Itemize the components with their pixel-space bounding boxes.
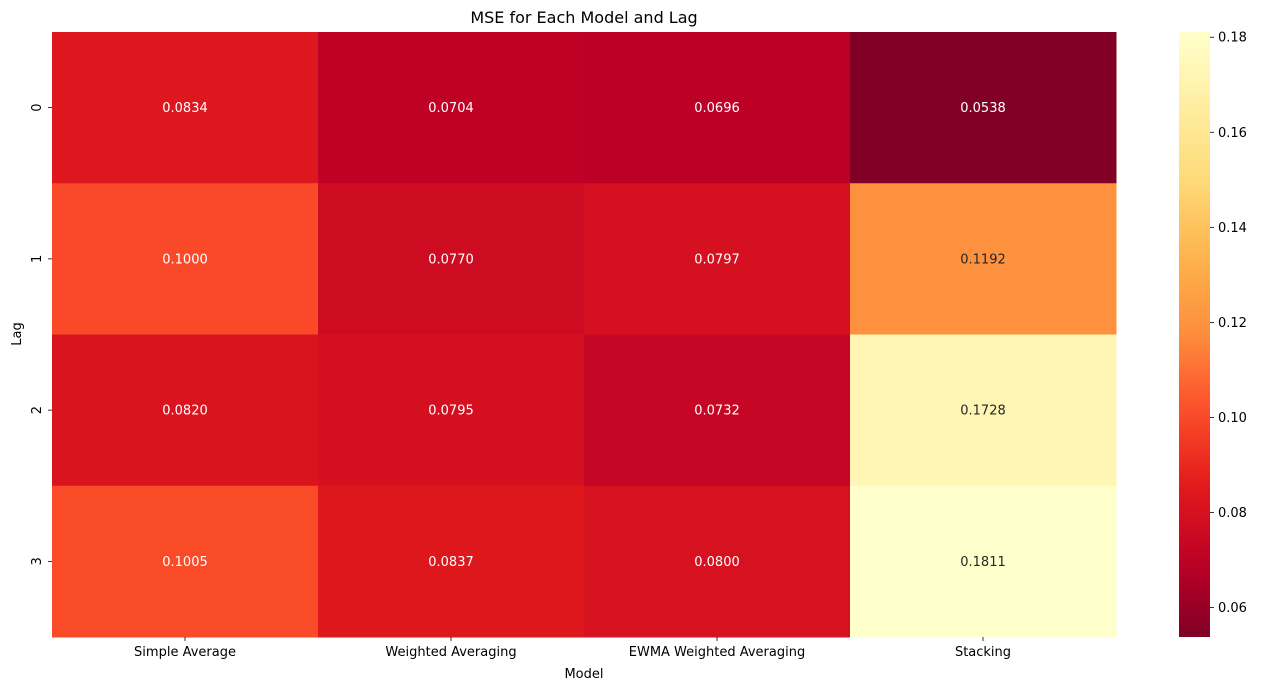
heatmap-cell (584, 32, 851, 184)
heatmap-cell (850, 334, 1117, 487)
colorbar-tick-label: 0.12 (1218, 316, 1247, 331)
colorbar-tick-label: 0.08 (1218, 506, 1247, 521)
cell-value-label: 0.0800 (694, 555, 740, 570)
heatmap-cell (52, 32, 319, 184)
cell-value-label: 0.0795 (428, 404, 474, 419)
heatmap-cell (584, 485, 851, 638)
cell-value-label: 0.0696 (694, 101, 740, 116)
cell-value-label: 0.0797 (694, 252, 740, 267)
cell-value-label: 0.0837 (428, 555, 474, 570)
cell-value-label: 0.0770 (428, 252, 474, 267)
heatmap-cell (850, 183, 1117, 335)
cell-value-label: 0.1728 (960, 404, 1006, 419)
chart-title: MSE for Each Model and Lag (470, 8, 697, 27)
x-tick-label: EWMA Weighted Averaging (629, 645, 805, 660)
heatmap-cell (318, 183, 585, 335)
colorbar-tick-label: 0.14 (1218, 221, 1247, 236)
cell-value-label: 0.0538 (960, 101, 1006, 116)
cell-value-label: 0.1005 (162, 555, 208, 570)
y-tick-label: 2 (30, 406, 45, 414)
x-axis-label: Model (564, 667, 603, 682)
x-tick-label: Simple Average (134, 645, 236, 660)
x-axis: Simple Average Weighted Averaging EWMA Wei… (134, 637, 1011, 660)
colorbar-tick-label: 0.06 (1218, 601, 1247, 616)
heatmap-cells: 0.0834 0.0704 0.0696 0.0538 0.1000 0.0770 0.07… (52, 32, 1117, 638)
heatmap-cell (52, 485, 319, 638)
heatmap-cell (318, 32, 585, 184)
cell-value-label: 0.0820 (162, 404, 208, 419)
cell-value-label: 0.0704 (428, 101, 474, 116)
cell-value-label: 0.1000 (162, 252, 208, 267)
heatmap-cell (850, 32, 1117, 184)
y-tick-label: 3 (30, 557, 45, 565)
y-axis-label: Lag (10, 322, 25, 345)
y-axis: 0 1 2 3 (30, 103, 52, 566)
colorbar-tick-label: 0.18 (1218, 31, 1247, 46)
heatmap-cell (318, 485, 585, 638)
y-tick-label: 1 (30, 255, 45, 263)
colorbar-gradient (1179, 32, 1210, 637)
heatmap-cell (584, 334, 851, 487)
heatmap-cell (52, 334, 319, 487)
cell-value-label: 0.0732 (694, 404, 740, 419)
heatmap-cell (584, 183, 851, 335)
cell-value-label: 0.1192 (960, 252, 1006, 267)
colorbar-tick-label: 0.10 (1218, 411, 1247, 426)
x-tick-label: Weighted Averaging (385, 645, 516, 660)
cell-value-label: 0.0834 (162, 101, 208, 116)
x-tick-label: Stacking (955, 645, 1011, 660)
heatmap-cell (850, 485, 1117, 638)
cell-value-label: 0.1811 (960, 555, 1006, 570)
y-tick-label: 0 (30, 103, 45, 111)
colorbar-tick-label: 0.16 (1218, 126, 1247, 141)
heatmap-cell (318, 334, 585, 487)
heatmap-cell (52, 183, 319, 335)
colorbar: 0.06 0.08 0.10 0.12 0.14 0.16 0.18 (1179, 31, 1247, 637)
